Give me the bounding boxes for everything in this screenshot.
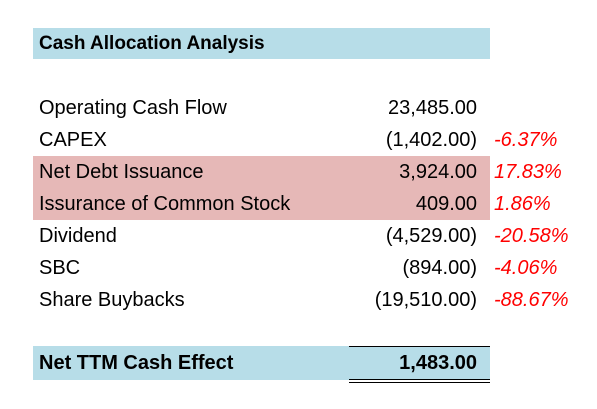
row-label: Net Debt Issuance bbox=[39, 161, 204, 183]
row-value: (1,402.00) bbox=[385, 129, 477, 151]
row-value: 409.00 bbox=[415, 193, 477, 215]
table-row-operating-cash-flow[interactable]: Operating Cash Flow 23,485.00 bbox=[0, 92, 597, 124]
row-highlight bbox=[33, 156, 490, 188]
table-row-dividend[interactable]: Dividend (4,529.00) -20.58% bbox=[0, 220, 597, 252]
row-percent: -88.67% bbox=[494, 289, 569, 311]
row-percent: 17.83% bbox=[494, 161, 562, 183]
row-value: (4,529.00) bbox=[385, 225, 477, 247]
total-top-border bbox=[349, 346, 490, 347]
row-percent: 1.86% bbox=[494, 193, 551, 215]
total-label: Net TTM Cash Effect bbox=[39, 352, 234, 374]
row-percent: -6.37% bbox=[494, 129, 558, 151]
total-double-underline bbox=[349, 382, 490, 383]
row-percent: -4.06% bbox=[494, 257, 558, 279]
row-value: (894.00) bbox=[402, 257, 478, 279]
row-highlight bbox=[33, 188, 490, 220]
row-label: Dividend bbox=[39, 225, 117, 247]
table-row-share-buybacks[interactable]: Share Buybacks (19,510.00) -88.67% bbox=[0, 284, 597, 316]
row-label: Issurance of Common Stock bbox=[39, 193, 291, 215]
row-label: Operating Cash Flow bbox=[39, 97, 227, 119]
table-row-capex[interactable]: CAPEX (1,402.00) -6.37% bbox=[0, 124, 597, 156]
row-value: 23,485.00 bbox=[388, 97, 477, 119]
row-value: (19,510.00) bbox=[374, 289, 477, 311]
total-value: 1,483.00 bbox=[399, 352, 477, 374]
row-value: 3,924.00 bbox=[399, 161, 477, 183]
row-percent: -20.58% bbox=[494, 225, 569, 247]
table-row-net-debt-issuance[interactable]: Net Debt Issuance 3,924.00 17.83% bbox=[0, 156, 597, 188]
total-row[interactable] bbox=[33, 346, 490, 380]
table-row-common-stock-issuance[interactable]: Issurance of Common Stock 409.00 1.86% bbox=[0, 188, 597, 220]
row-label: SBC bbox=[39, 257, 81, 279]
table-row-sbc[interactable]: SBC (894.00) -4.06% bbox=[0, 252, 597, 284]
total-double-underline bbox=[349, 379, 490, 380]
row-label: Share Buybacks bbox=[39, 289, 185, 311]
row-label: CAPEX bbox=[39, 129, 107, 151]
table-title: Cash Allocation Analysis bbox=[39, 33, 265, 54]
title-cell[interactable] bbox=[33, 28, 490, 59]
